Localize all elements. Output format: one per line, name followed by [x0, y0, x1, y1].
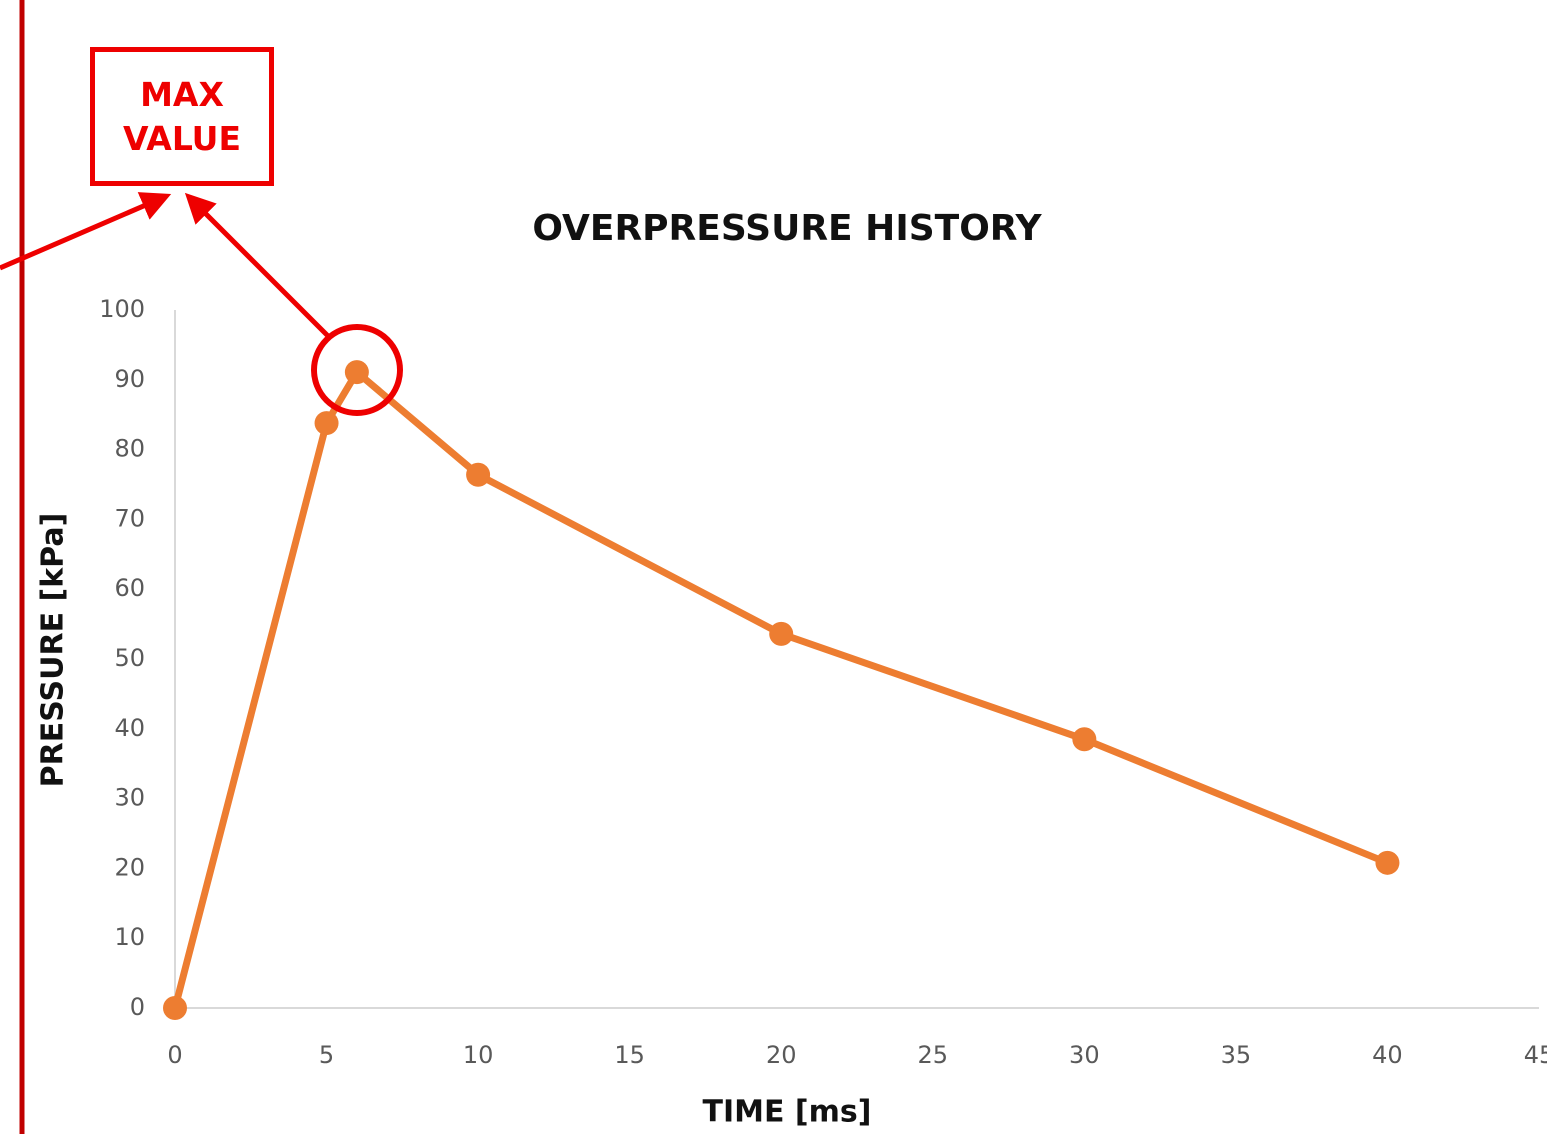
x-tick-label: 25	[918, 1041, 949, 1069]
y-axis-title: PRESSURE [kPa]	[36, 513, 71, 788]
marker	[1072, 727, 1097, 752]
y-tick-label: 10	[114, 923, 145, 951]
y-tick-label: 60	[114, 574, 145, 602]
y-tick-label: 90	[114, 365, 145, 393]
marker	[314, 411, 339, 436]
x-axis-title: TIME [ms]	[703, 1095, 872, 1130]
y-tick-label: 100	[99, 295, 145, 323]
x-tick-label: 40	[1372, 1041, 1403, 1069]
y-tick-label: 80	[114, 435, 145, 463]
y-tick-label: 20	[114, 853, 145, 881]
x-tick-label: 15	[614, 1041, 645, 1069]
y-tick-label: 30	[114, 784, 145, 812]
line	[171, 368, 1389, 1009]
x-tick-label: 0	[167, 1041, 182, 1069]
marker	[769, 621, 794, 646]
y-tick-label: 0	[130, 993, 145, 1021]
marker	[163, 996, 187, 1020]
x-tick-label: 5	[319, 1041, 334, 1069]
chart-title: OVERPRESSURE HISTORY	[532, 208, 1042, 249]
x-tick-label: 45	[1524, 1041, 1547, 1069]
y-tick-label: 70	[114, 504, 145, 532]
y-tick-label: 40	[114, 714, 145, 742]
annotation: MAX VALUE	[90, 47, 274, 186]
marker	[466, 462, 491, 487]
y-tick-label: 50	[114, 644, 145, 672]
x-tick-label: 20	[766, 1041, 797, 1069]
x-tick-label: 10	[463, 1041, 494, 1069]
arrow	[0, 192, 172, 271]
plot-area: 0 10 20 30 40 50 60 70 80 90 100 0 5 10 15 20 25 30 35 40 45	[99, 295, 1547, 1069]
marker	[1375, 850, 1400, 875]
x-tick-label: 30	[1069, 1041, 1100, 1069]
highlight-circle	[311, 324, 403, 416]
arrow	[184, 192, 330, 338]
x-tick-label: 35	[1221, 1041, 1252, 1069]
marker	[344, 360, 369, 385]
